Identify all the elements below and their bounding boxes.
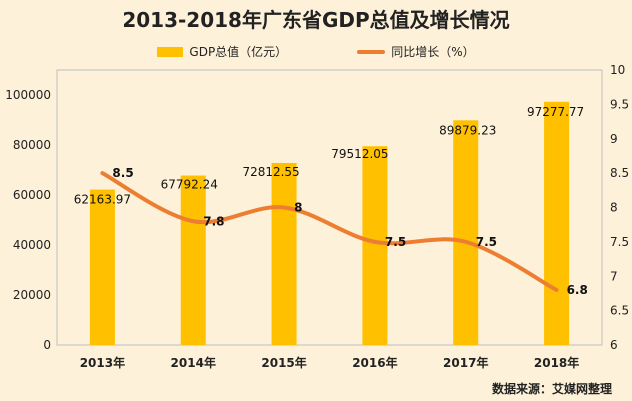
gdp-data-label: 89879.23 <box>439 123 496 137</box>
y-right-tick-label: 7 <box>610 269 618 283</box>
y-right-tick-label: 6.5 <box>610 304 629 318</box>
x-tick-label: 2017年 <box>443 355 488 370</box>
gdp-bar <box>544 101 570 345</box>
gdp-data-label: 79512.05 <box>331 147 388 161</box>
y-left-tick-label: 100000 <box>5 88 51 102</box>
y-right-tick-label: 8 <box>610 201 618 215</box>
gdp-bar <box>362 146 388 345</box>
growth-data-label: 7.5 <box>476 235 497 249</box>
growth-data-label: 7.5 <box>385 235 406 249</box>
gdp-bar <box>89 189 115 345</box>
y-left-tick-label: 80000 <box>13 138 51 152</box>
growth-line <box>100 171 559 292</box>
growth-data-label: 6.8 <box>567 283 588 297</box>
x-tick-label: 2016年 <box>352 355 397 370</box>
gdp-bar <box>453 120 479 345</box>
gdp-data-label: 97277.77 <box>527 105 584 119</box>
y-left-tick-label: 0 <box>43 338 51 352</box>
legend-swatch-line <box>357 49 386 54</box>
growth-data-label: 8.5 <box>112 166 133 180</box>
x-tick-label: 2018年 <box>534 355 579 370</box>
legend: GDP总值（亿元） 同比增长（%） <box>0 43 632 60</box>
y-right-tick-label: 8.5 <box>610 166 629 180</box>
x-tick-label: 2015年 <box>261 355 306 370</box>
y-right-tick-label: 9.5 <box>610 97 629 111</box>
legend-label-growth: 同比增长（%） <box>391 45 475 59</box>
gdp-data-label: 62163.97 <box>74 193 131 207</box>
source-note: 数据来源：艾媒网整理 <box>491 382 612 396</box>
legend-item-growth: 同比增长（%） <box>357 43 475 60</box>
y-right-tick-label: 6 <box>610 338 618 352</box>
x-tick-label: 2013年 <box>80 355 125 370</box>
y-right-tick-label: 9 <box>610 132 618 146</box>
legend-item-gdp: GDP总值（亿元） <box>157 43 287 60</box>
gdp-data-label: 67792.24 <box>161 178 218 192</box>
legend-label-gdp: GDP总值（亿元） <box>189 45 288 59</box>
x-tick-label: 2014年 <box>171 355 216 370</box>
gdp-bar <box>271 162 297 345</box>
y-left-tick-label: 40000 <box>13 238 51 252</box>
y-right-tick-label: 7.5 <box>610 235 629 249</box>
gdp-data-label: 72812.55 <box>242 165 299 179</box>
gdp-bar <box>180 175 206 345</box>
y-left-tick-label: 60000 <box>13 188 51 202</box>
growth-data-label: 8 <box>294 201 302 215</box>
y-left-tick-label: 20000 <box>13 288 51 302</box>
legend-swatch-bar <box>157 46 184 57</box>
y-right-tick-label: 10 <box>610 63 625 77</box>
growth-data-label: 7.8 <box>203 214 224 228</box>
chart-title: 2013-2018年广东省GDP总值及增长情况 <box>122 8 510 32</box>
plot-frame <box>56 69 603 346</box>
